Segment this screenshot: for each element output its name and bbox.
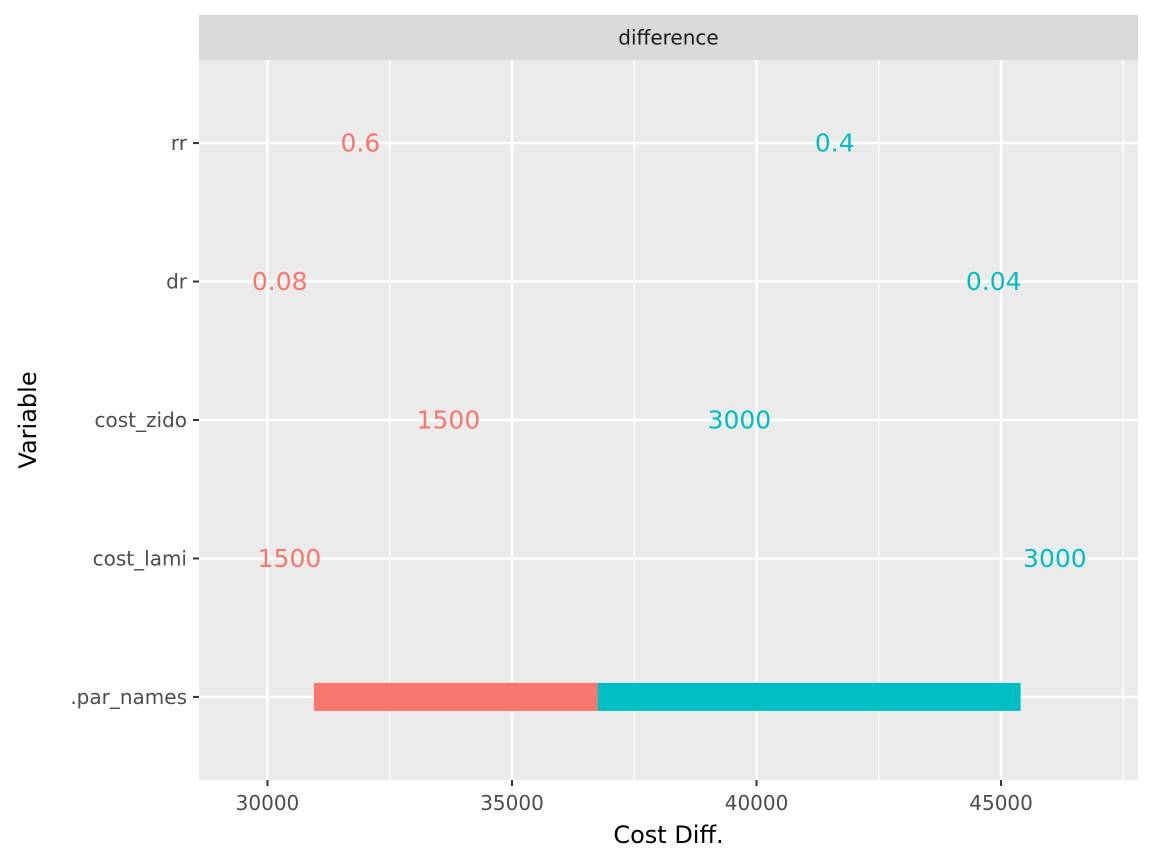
data-label-low: 1500	[417, 406, 481, 435]
y-tick-label: cost_zido	[95, 408, 187, 432]
x-tick-label: 40000	[725, 791, 789, 815]
data-label-high: 0.04	[966, 267, 1022, 296]
x-axis-title: Cost Diff.	[613, 821, 723, 849]
y-tick-label: .par_names	[70, 685, 187, 709]
data-label-high: 3000	[708, 406, 772, 435]
y-tick-label: cost_lami	[93, 546, 187, 570]
facet-strip	[199, 15, 1138, 60]
x-tick-label: 35000	[480, 791, 544, 815]
axes: 30000 35000 40000 45000 rr dr cost_zido cost_la…	[70, 131, 1033, 815]
data-label-high: 3000	[1023, 544, 1087, 573]
y-axis-title: Variable	[14, 371, 42, 468]
x-tick-label: 30000	[236, 791, 300, 815]
data-label-high: 0.4	[815, 129, 855, 158]
data-label-low: 0.6	[341, 129, 381, 158]
data-label-low: 0.08	[252, 267, 308, 296]
x-tick-label: 45000	[969, 791, 1033, 815]
y-tick-label: dr	[166, 270, 188, 294]
data-label-low: 1500	[258, 544, 322, 573]
bar-series	[313, 682, 1021, 711]
facet-label: difference	[618, 26, 718, 50]
y-tick-label: rr	[171, 131, 188, 155]
bar-low	[313, 682, 598, 711]
data-labels: 0.6 0.4 0.08 0.04 1500 3000 1500 3000	[252, 129, 1087, 573]
bar-high	[597, 682, 1021, 711]
